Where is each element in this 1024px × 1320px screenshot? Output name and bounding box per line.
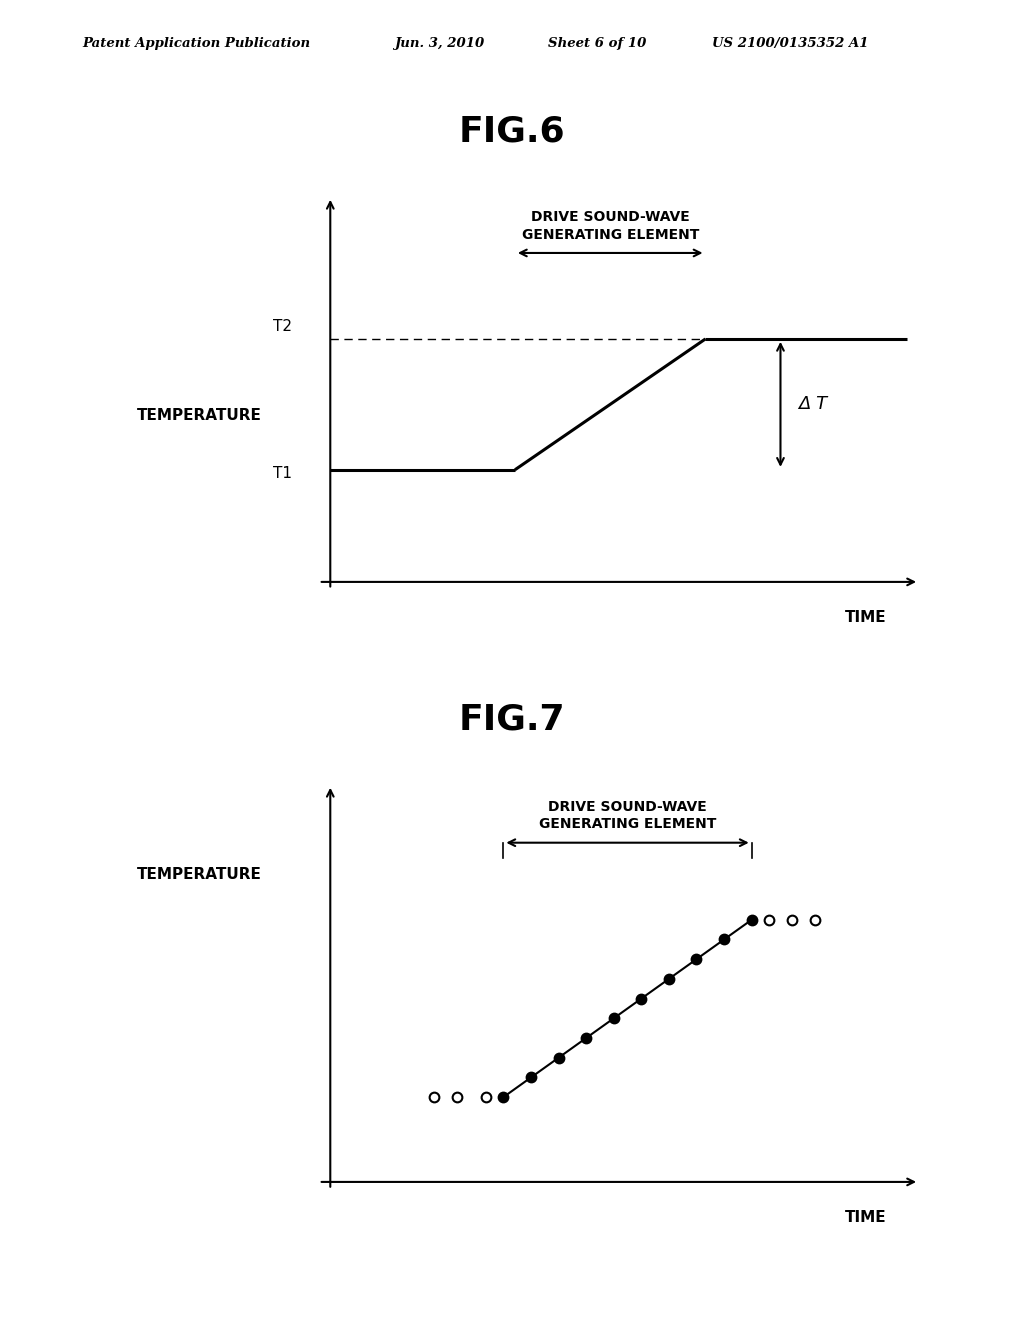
Text: FIG.7: FIG.7	[459, 702, 565, 737]
Text: DRIVE SOUND-WAVE
GENERATING ELEMENT: DRIVE SOUND-WAVE GENERATING ELEMENT	[539, 800, 716, 832]
Text: T2: T2	[272, 318, 292, 334]
Text: TEMPERATURE: TEMPERATURE	[137, 867, 262, 882]
Text: FIG.6: FIG.6	[459, 115, 565, 149]
Text: US 2100/0135352 A1: US 2100/0135352 A1	[712, 37, 868, 50]
Text: T1: T1	[272, 466, 292, 482]
Text: TIME: TIME	[845, 610, 887, 624]
Text: Jun. 3, 2010: Jun. 3, 2010	[394, 37, 484, 50]
Text: TEMPERATURE: TEMPERATURE	[137, 408, 262, 424]
Text: DRIVE SOUND-WAVE
GENERATING ELEMENT: DRIVE SOUND-WAVE GENERATING ELEMENT	[521, 210, 699, 242]
Text: Patent Application Publication: Patent Application Publication	[82, 37, 310, 50]
Text: TIME: TIME	[845, 1210, 887, 1225]
Text: Sheet 6 of 10: Sheet 6 of 10	[548, 37, 646, 50]
Text: Δ T: Δ T	[798, 396, 827, 413]
